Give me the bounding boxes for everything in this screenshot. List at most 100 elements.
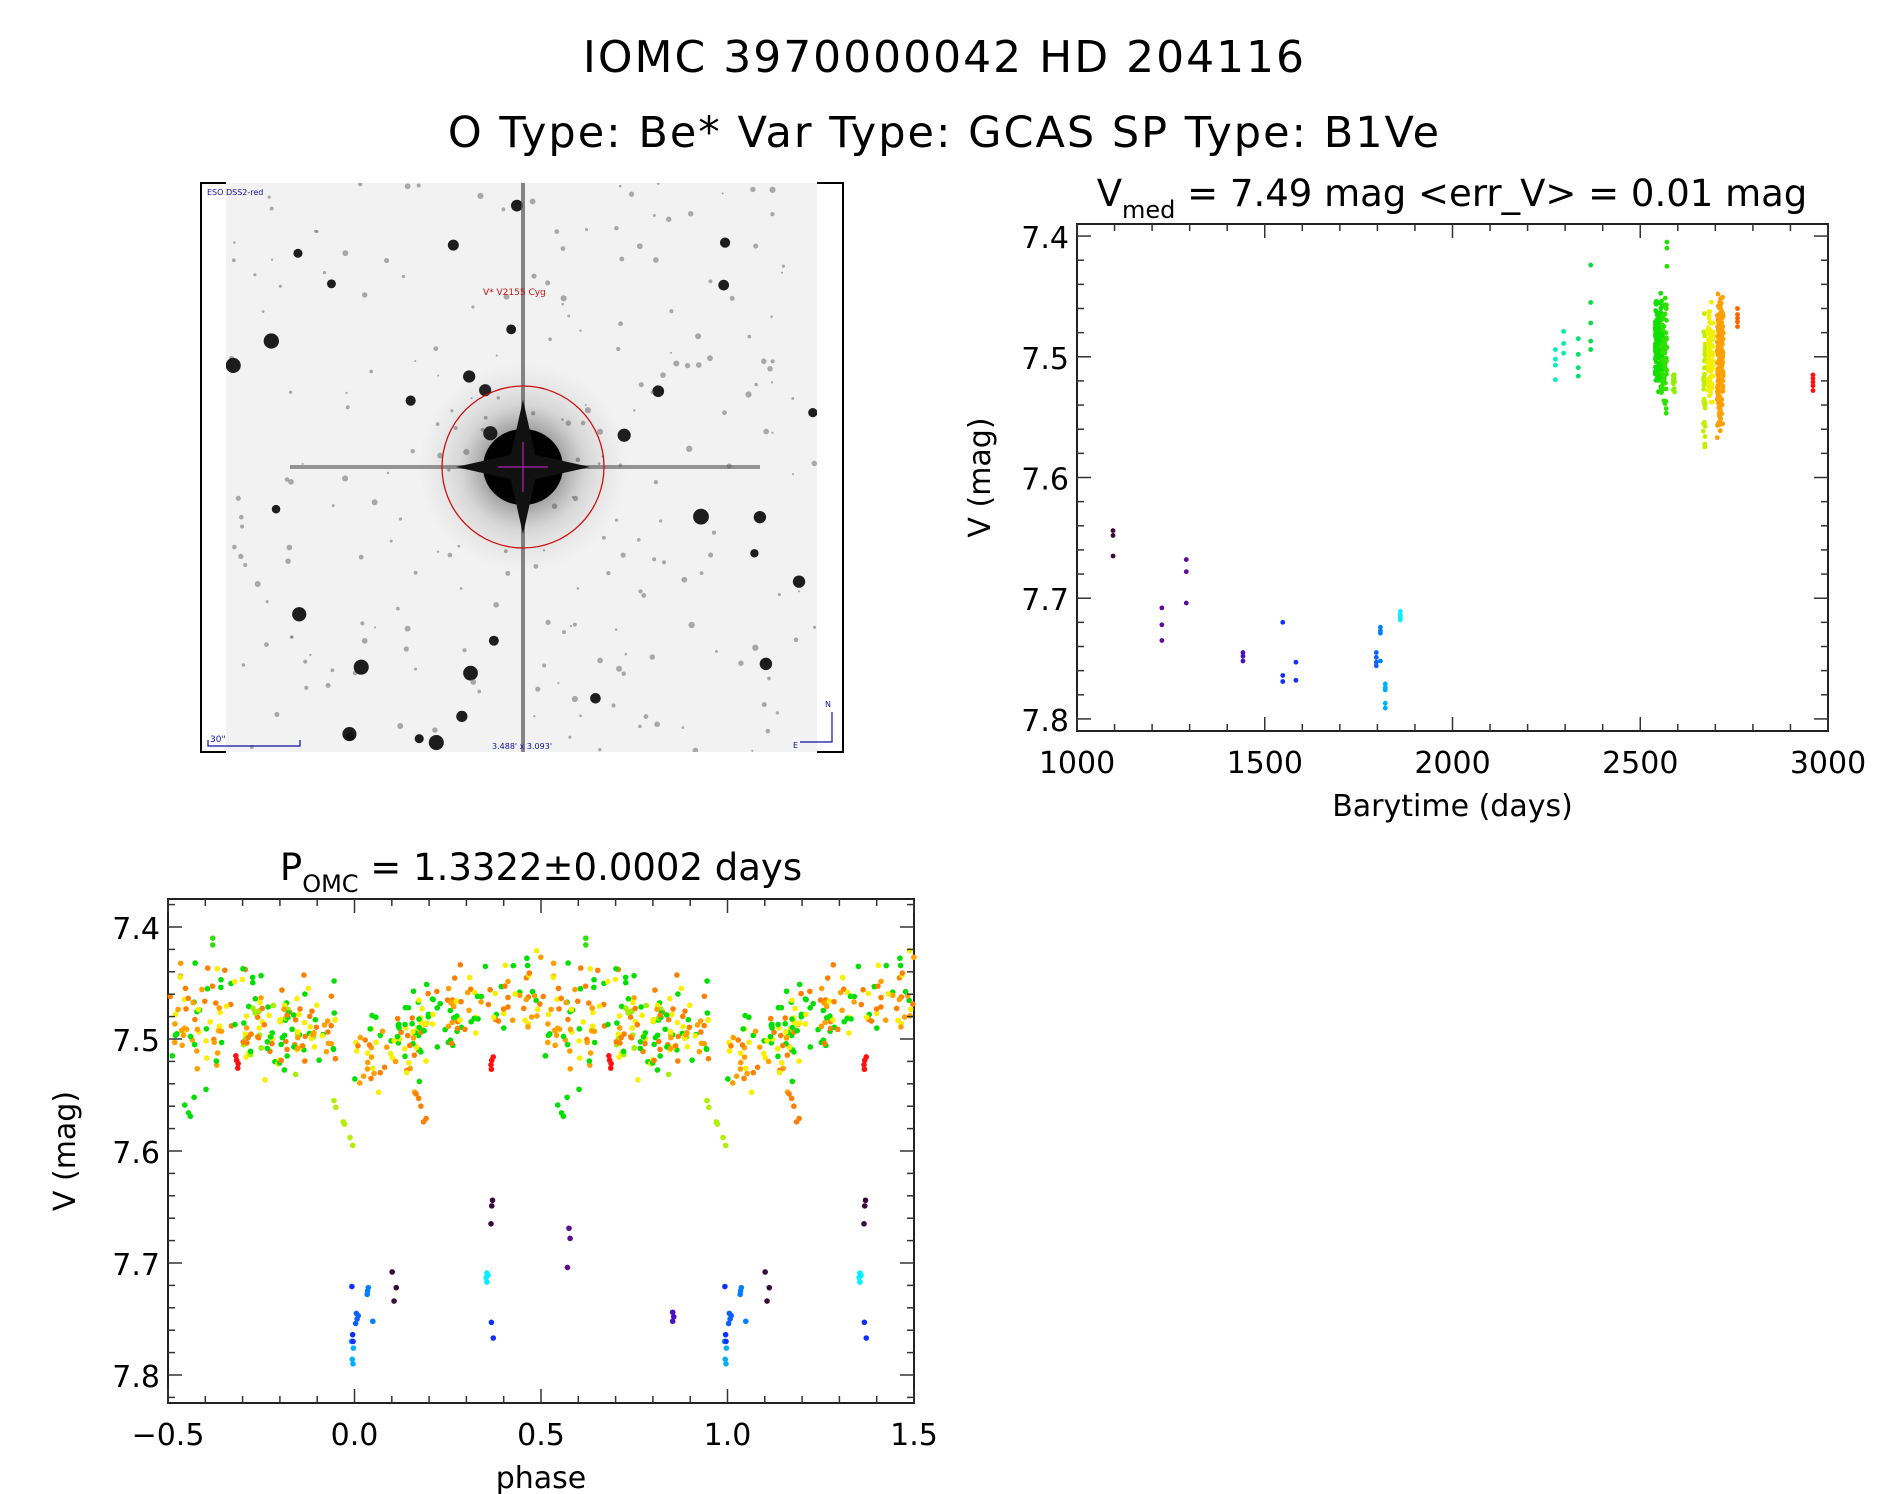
data-point [387, 1050, 394, 1057]
data-point [1701, 421, 1706, 427]
data-point [425, 1014, 432, 1020]
data-point [642, 1040, 648, 1047]
data-point [882, 1017, 889, 1024]
data-point [889, 992, 896, 999]
data-point [1575, 365, 1581, 371]
data-point [193, 1048, 200, 1054]
data-point [556, 1006, 562, 1012]
data-point [192, 960, 198, 966]
data-point [704, 1010, 711, 1016]
data-point [669, 1011, 675, 1018]
data-points [1110, 239, 1816, 711]
data-point [907, 1006, 914, 1013]
data-point [302, 1033, 309, 1040]
data-point [423, 1115, 429, 1122]
data-point [411, 1052, 418, 1058]
data-point [201, 998, 208, 1005]
x-tick-label: 3000 [1790, 746, 1866, 781]
data-point [278, 1041, 284, 1048]
data-point [1810, 388, 1816, 393]
y-tick-label: 7.7 [1021, 583, 1069, 618]
data-point [657, 1012, 664, 1018]
data-point [369, 1065, 376, 1072]
data-point [576, 1026, 583, 1032]
data-point [404, 1032, 411, 1039]
data-point [878, 978, 884, 985]
data-point [369, 1012, 375, 1019]
x-axis-label: Barytime (days) [1332, 789, 1573, 824]
data-point [357, 1034, 364, 1041]
data-point [409, 1020, 415, 1027]
data-point [1707, 331, 1712, 337]
data-point [401, 1045, 408, 1052]
data-point [586, 1000, 592, 1006]
data-point [586, 1062, 593, 1068]
data-point [820, 1007, 827, 1014]
data-point [177, 974, 184, 981]
data-point [209, 935, 216, 941]
data-point [423, 1058, 429, 1064]
data-point [1378, 624, 1383, 630]
title-star-ids: IOMC 3970000042 HD 204116 [582, 32, 1307, 83]
data-point [447, 1007, 454, 1014]
data-point [590, 1009, 596, 1016]
data-point [1373, 654, 1379, 660]
data-point [627, 1014, 634, 1021]
y-tick-label: 7.4 [112, 912, 160, 947]
data-point [488, 1066, 495, 1073]
data-point [1660, 372, 1666, 377]
data-point [725, 1320, 732, 1327]
data-point [1110, 533, 1116, 538]
data-point [733, 1073, 740, 1079]
data-point [1293, 659, 1299, 665]
y-tick-label: 7.6 [112, 1136, 160, 1171]
data-point [1716, 394, 1722, 400]
data-point [723, 1338, 729, 1345]
data-point [457, 1017, 463, 1023]
data-point [1662, 295, 1668, 301]
data-point [466, 1007, 472, 1014]
data-point [1716, 320, 1722, 326]
data-point [564, 1264, 571, 1271]
data-point [862, 1197, 869, 1204]
data-point [574, 998, 581, 1005]
data-point [794, 1027, 800, 1034]
data-point [448, 1040, 455, 1047]
data-point [464, 989, 471, 996]
data-point [878, 994, 884, 1001]
data-point [640, 1034, 647, 1040]
data-point [686, 1024, 693, 1031]
data-point [1810, 383, 1816, 389]
data-point [367, 1026, 373, 1032]
data-point [364, 1291, 370, 1298]
data-point [1588, 262, 1594, 268]
data-point [1735, 312, 1740, 317]
title-star-types: O Type: Be* Var Type: GCAS SP Type: B1Ve [447, 108, 1442, 158]
data-point [331, 1097, 337, 1104]
data-point [1701, 329, 1707, 335]
data-point [786, 1044, 793, 1051]
data-point [352, 1320, 359, 1327]
data-point [1715, 352, 1721, 358]
data-point [662, 1026, 668, 1033]
data-point [1575, 351, 1581, 357]
data-point [488, 1203, 495, 1209]
data-point [567, 1065, 574, 1072]
data-point [607, 1065, 614, 1071]
data-point [172, 1032, 179, 1039]
data-point [307, 1013, 313, 1020]
data-point [729, 1080, 736, 1086]
data-point [410, 988, 417, 995]
data-point [330, 1046, 337, 1053]
data-point [566, 1048, 573, 1054]
data-point [632, 1005, 639, 1012]
data-point [296, 1011, 302, 1018]
data-point [279, 987, 285, 993]
data-point [723, 1361, 729, 1367]
data-point [855, 963, 862, 970]
data-point [701, 1022, 707, 1029]
data-point [1588, 320, 1594, 326]
data-point [545, 1021, 551, 1027]
data-point [1159, 622, 1165, 628]
data-point [782, 1020, 788, 1027]
